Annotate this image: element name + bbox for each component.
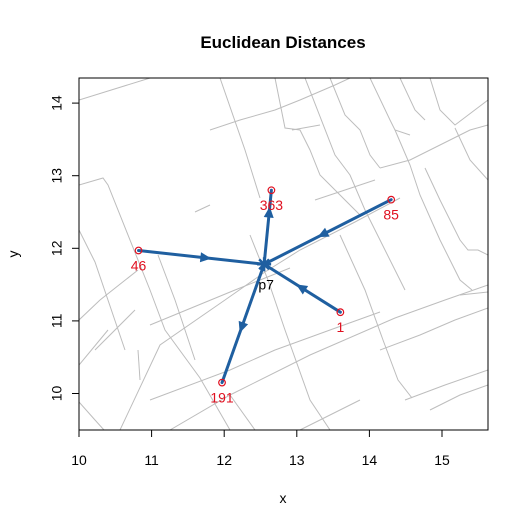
point-marker-85: [387, 195, 396, 204]
street-segment-12: [169, 284, 488, 430]
arrow-line-85: [262, 198, 393, 266]
y-tick-label-13: 13: [49, 168, 65, 184]
y-tick-label-11: 11: [49, 313, 65, 328]
street-segment-13: [194, 204, 211, 213]
street-segment-33: [459, 291, 488, 296]
street-segment-24: [379, 124, 488, 169]
street-segment-29: [454, 127, 488, 181]
y-tick-label-10: 10: [49, 386, 65, 402]
street-segment-21: [329, 78, 381, 169]
street-segment-4: [79, 329, 109, 366]
point-label-363: 363: [260, 197, 284, 213]
street-segment-26: [399, 78, 426, 121]
point-label-191: 191: [210, 390, 234, 406]
street-segment-5: [94, 309, 136, 351]
street-segment-10: [149, 267, 291, 326]
data-points: 363 85 46 1 191: [131, 186, 399, 406]
center-label: p7: [258, 276, 274, 292]
chart-title: Euclidean Distances: [200, 33, 365, 52]
arrowhead-363: [263, 206, 274, 218]
center-marker-stroke-3: [258, 258, 270, 271]
y-axis-label: y: [5, 251, 21, 258]
street-segment-6: [79, 401, 105, 430]
street-segment-15: [219, 78, 261, 199]
street-segment-28: [429, 78, 488, 126]
point-marker-191: [218, 378, 226, 387]
point-label-1: 1: [336, 319, 344, 335]
x-tick-label-11: 11: [144, 452, 159, 468]
x-axis-label: x: [280, 490, 287, 506]
y-tick-label-14: 14: [49, 95, 65, 111]
street-segment-25: [394, 129, 473, 291]
street-segment-18: [291, 124, 321, 131]
street-segment-34: [299, 399, 361, 430]
x-tick-label-13: 13: [289, 452, 305, 468]
street-segment-32: [429, 384, 488, 411]
street-segment-23: [369, 78, 411, 136]
street-segment-3: [79, 269, 139, 321]
point-label-85: 85: [383, 207, 399, 223]
street-segment-9: [157, 254, 196, 361]
y-tick-label-12: 12: [49, 240, 65, 256]
x-tick-label-12: 12: [216, 452, 232, 468]
street-segment-30: [379, 307, 488, 351]
point-marker-1: [336, 308, 345, 317]
point-marker-363: [267, 186, 276, 195]
y-axis: 10 11 12 13 14: [49, 95, 79, 401]
center-point: p7: [257, 257, 274, 292]
street-segment-27: [424, 167, 488, 256]
arrowhead-191: [238, 320, 249, 333]
street-segment-0: [79, 78, 151, 101]
distance-arrows: [137, 188, 393, 385]
arrowhead-1: [296, 284, 309, 295]
arrowhead-85: [317, 227, 330, 238]
x-axis: 10 11 12 13 14 15: [71, 430, 450, 468]
street-segment-20: [314, 179, 376, 201]
arrow-line-363: [262, 188, 273, 266]
street-segment-35: [229, 394, 256, 430]
street-segment-8: [137, 349, 141, 381]
x-tick-label-10: 10: [71, 452, 87, 468]
x-tick-label-14: 14: [362, 452, 378, 468]
street-segment-19: [304, 78, 406, 291]
street-segment-22: [339, 234, 413, 399]
street-segment-31: [404, 369, 488, 401]
arrowhead-46: [199, 252, 212, 263]
point-label-46: 46: [131, 257, 147, 273]
street-segment-17: [274, 78, 361, 216]
street-segment-2: [79, 229, 126, 351]
street-segment-11: [149, 311, 381, 401]
street-network: [79, 78, 488, 430]
street-segment-1: [79, 177, 231, 430]
x-tick-label-15: 15: [434, 452, 450, 468]
point-marker-46: [134, 246, 143, 255]
plot-frame: [78, 77, 489, 431]
